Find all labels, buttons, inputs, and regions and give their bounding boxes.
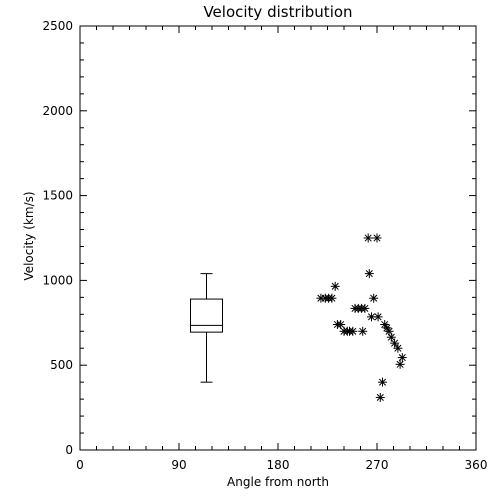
data-point bbox=[360, 303, 370, 313]
x-tick-label: 270 bbox=[366, 458, 389, 472]
data-point bbox=[373, 312, 383, 322]
y-tick-label: 1500 bbox=[42, 189, 73, 203]
data-point bbox=[372, 233, 382, 243]
point-stroke bbox=[361, 304, 369, 312]
x-tick-label: 90 bbox=[171, 458, 186, 472]
data-point bbox=[336, 319, 346, 329]
point-stroke bbox=[394, 344, 402, 352]
point-stroke bbox=[364, 234, 372, 242]
point-stroke bbox=[398, 354, 406, 362]
chart-title: Velocity distribution bbox=[203, 3, 352, 21]
y-tick-label: 0 bbox=[65, 443, 73, 457]
x-tick-label: 180 bbox=[267, 458, 290, 472]
box-iqr bbox=[190, 298, 223, 333]
y-tick-label: 2000 bbox=[42, 104, 73, 118]
data-point bbox=[348, 326, 358, 336]
data-point bbox=[364, 269, 374, 279]
data-point bbox=[390, 338, 400, 348]
point-stroke bbox=[328, 294, 336, 302]
point-stroke bbox=[381, 320, 389, 329]
point-stroke bbox=[396, 360, 404, 368]
data-point bbox=[395, 359, 405, 369]
point-stroke bbox=[376, 393, 384, 401]
point-stroke bbox=[373, 234, 381, 242]
point-stroke bbox=[387, 333, 395, 341]
data-point bbox=[378, 377, 387, 387]
point-stroke bbox=[370, 294, 378, 302]
point-stroke bbox=[385, 327, 393, 335]
x-tick-label: 360 bbox=[465, 458, 488, 472]
y-axis-label: Velocity (km/s) bbox=[22, 191, 36, 280]
y-tick-label: 1000 bbox=[42, 273, 73, 287]
point-stroke bbox=[378, 378, 387, 386]
point-stroke bbox=[337, 320, 345, 329]
point-stroke bbox=[391, 339, 399, 347]
data-point bbox=[375, 392, 385, 402]
data-point bbox=[369, 293, 379, 303]
plot-frame bbox=[79, 25, 477, 451]
y-tick-label: 2500 bbox=[42, 19, 73, 33]
data-point bbox=[358, 326, 368, 336]
data-point bbox=[330, 281, 340, 291]
data-point bbox=[363, 233, 373, 243]
point-stroke bbox=[383, 324, 391, 332]
x-axis-label: Angle from north bbox=[227, 475, 329, 489]
point-stroke bbox=[359, 327, 367, 335]
point-stroke bbox=[374, 313, 382, 321]
point-stroke bbox=[365, 270, 373, 278]
point-stroke bbox=[331, 282, 339, 290]
data-point bbox=[327, 293, 337, 303]
point-stroke bbox=[349, 327, 357, 335]
x-tick-label: 0 bbox=[76, 458, 84, 472]
y-tick-label: 500 bbox=[50, 358, 73, 372]
data-point bbox=[393, 343, 403, 353]
data-point bbox=[397, 353, 407, 363]
point-stroke bbox=[367, 313, 376, 321]
